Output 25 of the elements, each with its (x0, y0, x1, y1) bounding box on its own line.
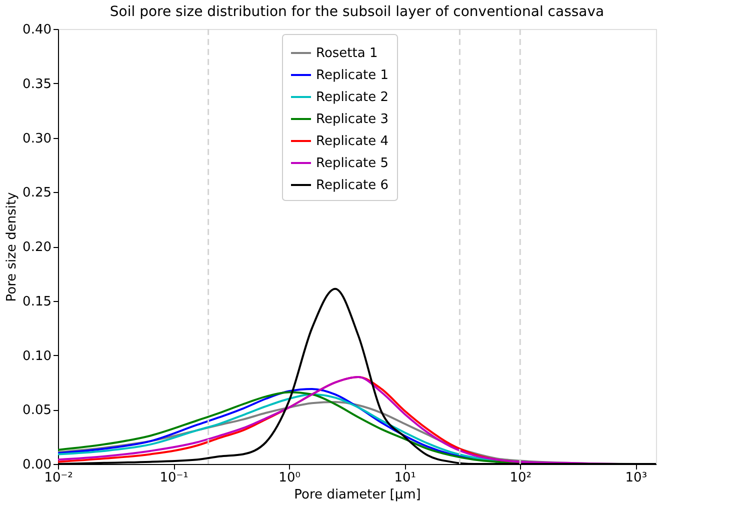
y-tick-label: 0.20 (22, 240, 52, 255)
x-tick-label: 10² (510, 470, 532, 486)
x-tick-label: 10⁻² (44, 470, 73, 486)
x-tick-label: 10⁻¹ (160, 470, 188, 486)
legend-label: Replicate 4 (316, 134, 389, 149)
legend-label: Replicate 3 (316, 112, 389, 127)
y-tick-label: 0.00 (22, 458, 52, 472)
legend-label: Replicate 1 (316, 68, 389, 83)
legend-label: Rosetta 1 (316, 46, 378, 61)
legend-label: Replicate 5 (316, 156, 389, 171)
y-tick-label: 0.40 (22, 22, 52, 38)
y-axis-title: Pore size density (4, 192, 20, 302)
chart-title: Soil pore size distribution for the subsoil layer of conventional cassava (110, 4, 604, 20)
y-tick-label: 0.15 (22, 294, 52, 310)
legend-label: Replicate 6 (316, 178, 389, 193)
x-tick-label: 10³ (625, 470, 648, 486)
x-axis-title: Pore diameter [μm] (294, 488, 421, 502)
y-tick-label: 0.35 (22, 76, 52, 92)
x-tick-label: 10¹ (394, 470, 416, 486)
x-tick-label: 10⁰ (278, 470, 300, 486)
y-tick-label: 0.05 (22, 403, 52, 418)
y-tick-label: 0.10 (22, 348, 52, 364)
y-tick-label: 0.25 (22, 186, 52, 201)
legend-label: Replicate 2 (316, 90, 389, 105)
y-tick-label: 0.30 (22, 131, 52, 146)
